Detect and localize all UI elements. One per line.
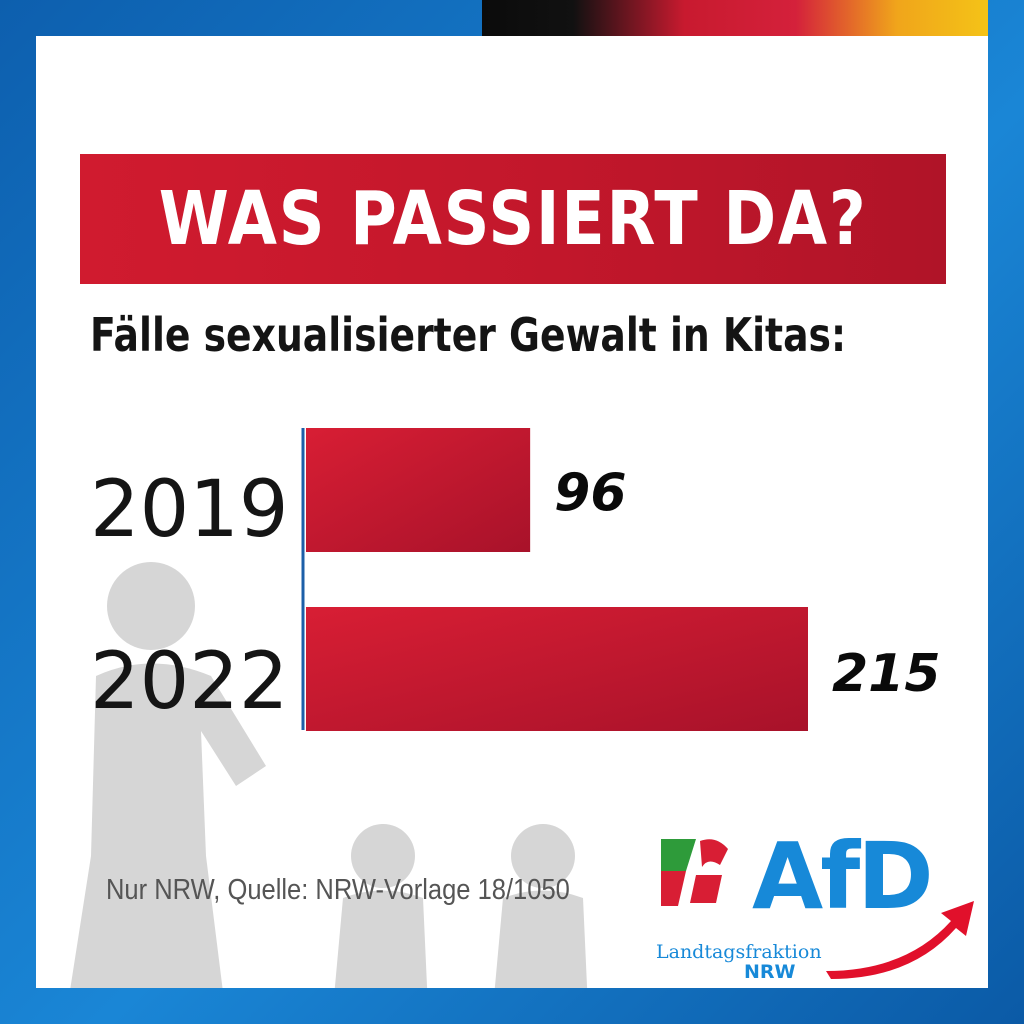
bar-2022: [306, 607, 808, 731]
category-label: 2019: [90, 465, 289, 555]
flag-color-strip: [482, 0, 988, 36]
infographic-card: WAS PASSIERT DA? Fälle sexualisierter Ge…: [36, 36, 988, 988]
adult-silhouette-icon: [70, 562, 266, 988]
logo-region: NRW: [744, 961, 796, 983]
logo-subtitle: Landtagsfraktion: [656, 941, 822, 963]
headline-banner: WAS PASSIERT DA?: [80, 154, 946, 284]
nrw-emblem-icon: [661, 839, 728, 906]
category-label: 2022: [90, 637, 289, 727]
bar-2019: [306, 428, 531, 552]
child-silhouette-icon: [334, 824, 428, 988]
afd-wordmark: AfD: [752, 823, 934, 930]
source-note: Nur NRW, Quelle: NRW-Vorlage 18/1050: [106, 874, 570, 906]
afd-logo: AfD Landtagsfraktion NRW: [656, 823, 976, 983]
value-label: 215: [832, 644, 941, 704]
logo-swoosh-icon: [826, 901, 974, 979]
value-label: 96: [554, 463, 626, 523]
bar-chart: 2019 96 2022 215: [90, 428, 941, 731]
chart-subtitle: Fälle sexualisierter Gewalt in Kitas:: [90, 308, 847, 362]
child-silhouette-icon: [494, 824, 588, 988]
chart-marks: 2019 96 2022 215: [90, 428, 941, 731]
headline: WAS PASSIERT DA?: [158, 176, 868, 262]
